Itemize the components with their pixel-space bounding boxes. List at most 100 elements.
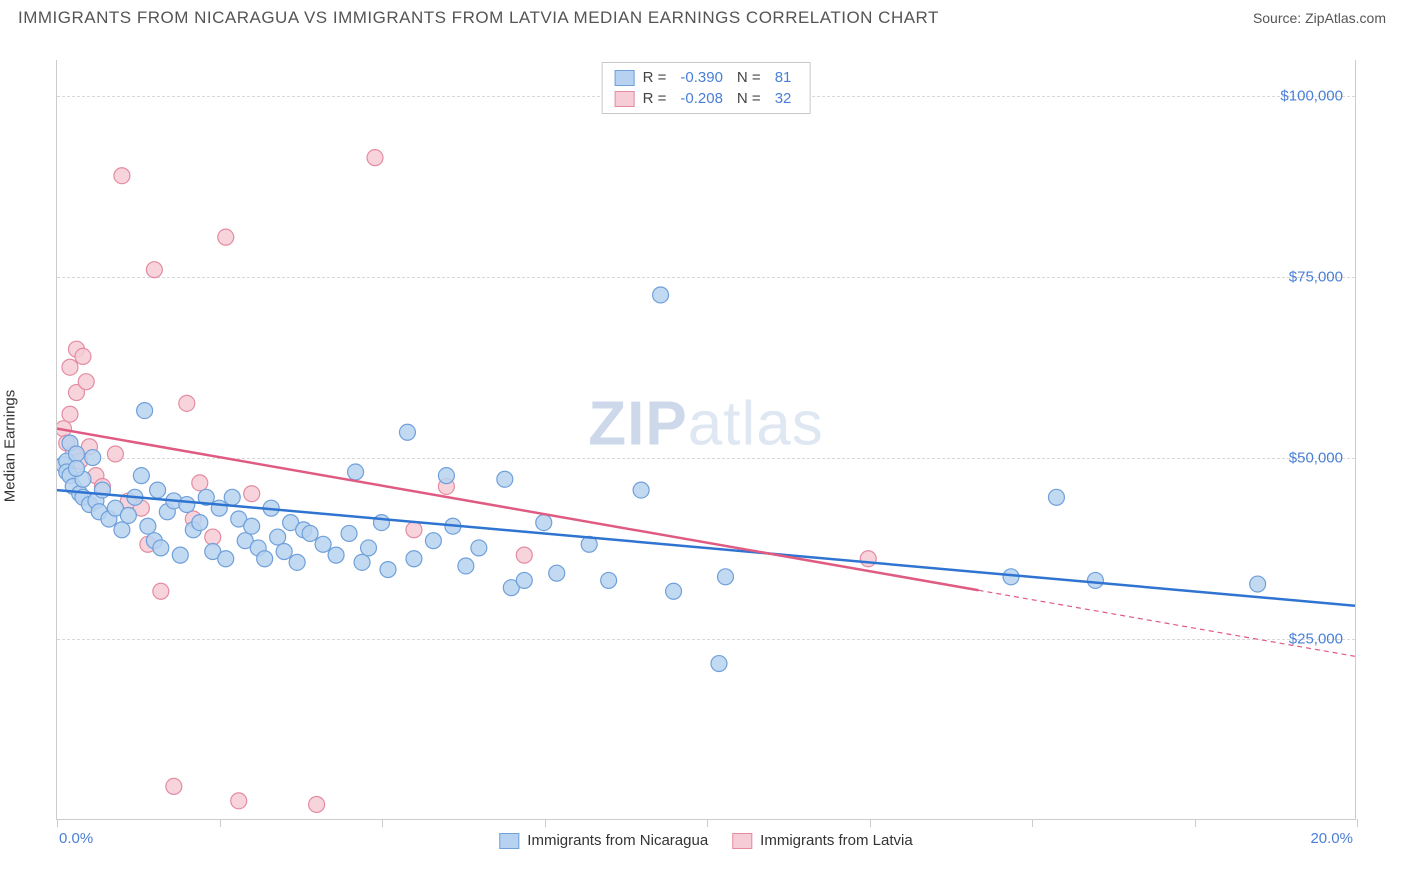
- x-tick-label: 20.0%: [1310, 830, 1353, 847]
- data-point: [516, 547, 532, 563]
- data-point: [406, 522, 422, 538]
- data-point: [68, 460, 84, 476]
- x-tick: [1195, 819, 1196, 827]
- data-point: [85, 450, 101, 466]
- x-tick: [1357, 819, 1358, 827]
- data-point: [153, 540, 169, 556]
- legend-item-nicaragua: Immigrants from Nicaragua: [499, 832, 708, 849]
- x-tick: [707, 819, 708, 827]
- data-point: [114, 168, 130, 184]
- source-attribution: Source: ZipAtlas.com: [1253, 10, 1386, 26]
- data-point: [153, 583, 169, 599]
- data-point: [172, 547, 188, 563]
- data-point: [425, 533, 441, 549]
- legend-item-latvia: Immigrants from Latvia: [732, 832, 913, 849]
- x-tick: [57, 819, 58, 827]
- data-point: [244, 518, 260, 534]
- data-point: [348, 464, 364, 480]
- data-point: [289, 554, 305, 570]
- data-point: [179, 497, 195, 513]
- r-value-nicaragua: -0.390: [680, 69, 723, 86]
- swatch-latvia: [615, 91, 635, 107]
- data-point: [717, 569, 733, 585]
- data-point: [62, 359, 78, 375]
- trend-line: [57, 429, 979, 591]
- legend-label-nicaragua: Immigrants from Nicaragua: [527, 832, 708, 849]
- swatch-latvia-bottom: [732, 833, 752, 849]
- data-point: [438, 468, 454, 484]
- data-point: [666, 583, 682, 599]
- chart-container: Median Earnings ZIPatlas R = -0.390 N = …: [18, 40, 1388, 852]
- x-tick: [220, 819, 221, 827]
- data-point: [302, 525, 318, 541]
- r-label: R =: [643, 69, 667, 86]
- data-point: [361, 540, 377, 556]
- data-point: [166, 778, 182, 794]
- data-point: [653, 287, 669, 303]
- data-point: [140, 518, 156, 534]
- data-point: [68, 446, 84, 462]
- data-point: [374, 515, 390, 531]
- x-tick: [382, 819, 383, 827]
- x-tick: [870, 819, 871, 827]
- data-point: [114, 522, 130, 538]
- swatch-nicaragua-bottom: [499, 833, 519, 849]
- data-point: [341, 525, 357, 541]
- correlation-legend: R = -0.390 N = 81 R = -0.208 N = 32: [602, 62, 811, 114]
- data-point: [231, 793, 247, 809]
- series-legend: Immigrants from Nicaragua Immigrants fro…: [499, 832, 912, 849]
- data-point: [367, 150, 383, 166]
- data-point: [75, 348, 91, 364]
- y-axis-label: Median Earnings: [2, 390, 19, 503]
- data-point: [192, 475, 208, 491]
- data-point: [107, 446, 123, 462]
- data-point: [406, 551, 422, 567]
- data-point: [211, 500, 227, 516]
- data-point: [192, 515, 208, 531]
- n-value-nicaragua: 81: [775, 69, 792, 86]
- data-point: [62, 406, 78, 422]
- data-point: [549, 565, 565, 581]
- data-point: [516, 572, 532, 588]
- n-label: N =: [737, 69, 761, 86]
- data-point: [1048, 489, 1064, 505]
- r-value-latvia: -0.208: [680, 90, 723, 107]
- data-point: [497, 471, 513, 487]
- data-point: [1250, 576, 1266, 592]
- data-point: [354, 554, 370, 570]
- data-point: [380, 562, 396, 578]
- x-tick-label: 0.0%: [59, 830, 93, 847]
- data-point: [120, 507, 136, 523]
- data-point: [244, 486, 260, 502]
- n-label: N =: [737, 90, 761, 107]
- data-point: [536, 515, 552, 531]
- x-tick: [545, 819, 546, 827]
- n-value-latvia: 32: [775, 90, 792, 107]
- data-point: [270, 529, 286, 545]
- data-point: [224, 489, 240, 505]
- data-point: [399, 424, 415, 440]
- legend-label-latvia: Immigrants from Latvia: [760, 832, 913, 849]
- data-point: [860, 551, 876, 567]
- legend-row-nicaragua: R = -0.390 N = 81: [615, 67, 798, 88]
- chart-title: IMMIGRANTS FROM NICARAGUA VS IMMIGRANTS …: [18, 8, 939, 28]
- swatch-nicaragua: [615, 70, 635, 86]
- data-point: [218, 229, 234, 245]
- plot-area: ZIPatlas R = -0.390 N = 81 R = -0.208 N …: [56, 60, 1356, 820]
- data-point: [257, 551, 273, 567]
- legend-row-latvia: R = -0.208 N = 32: [615, 88, 798, 109]
- data-point: [133, 468, 149, 484]
- data-point: [315, 536, 331, 552]
- data-point: [146, 262, 162, 278]
- data-point: [601, 572, 617, 588]
- data-point: [205, 529, 221, 545]
- data-point: [1087, 572, 1103, 588]
- data-point: [78, 374, 94, 390]
- r-label: R =: [643, 90, 667, 107]
- data-point: [150, 482, 166, 498]
- x-tick: [1032, 819, 1033, 827]
- data-point: [458, 558, 474, 574]
- data-point: [471, 540, 487, 556]
- data-point: [179, 395, 195, 411]
- data-point: [218, 551, 234, 567]
